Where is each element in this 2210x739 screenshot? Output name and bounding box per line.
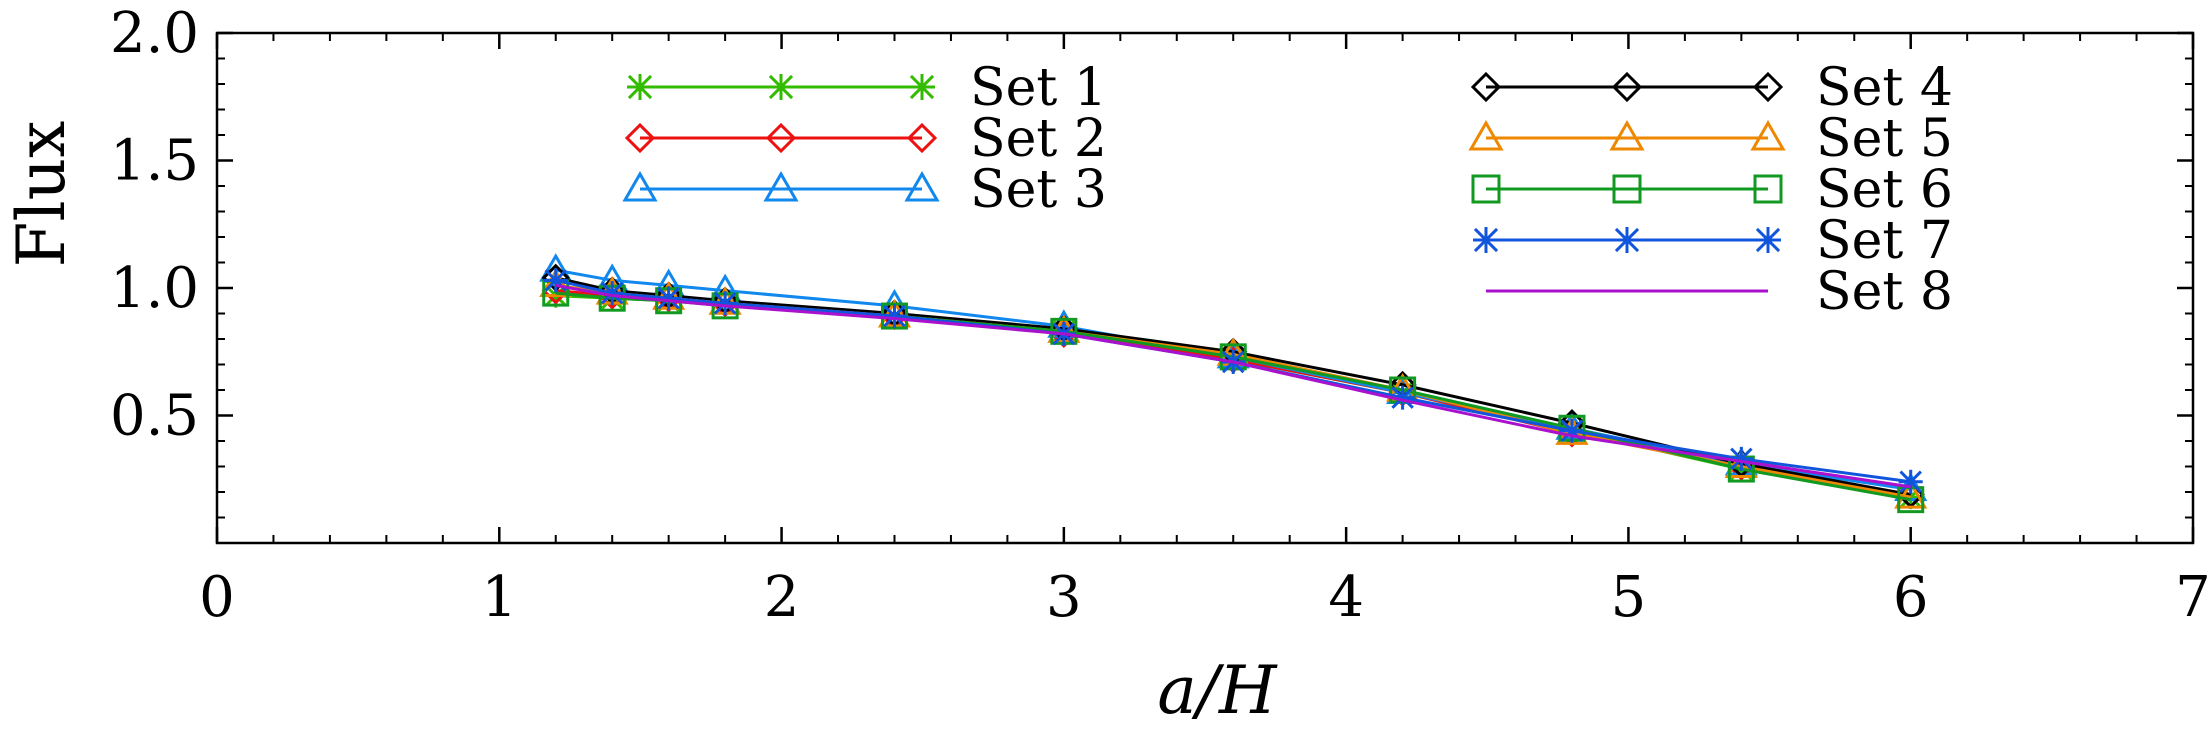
legend-marker-set-1 [768, 74, 794, 100]
legend-marker-set-3 [622, 170, 658, 202]
legend-marker-set-7-stroke [1614, 227, 1640, 253]
legend-marker-set-4 [1470, 71, 1502, 103]
y-tick-label: 2.0 [110, 1, 199, 66]
x-axis-title: a/H [1157, 652, 1278, 729]
legend-label-set-1: Set 1 [970, 58, 1107, 118]
legend-item-set-7: Set 7 [1473, 211, 1953, 271]
legend-marker-set-2 [765, 122, 797, 154]
data-point-set-7 [656, 286, 681, 311]
legend-item-set-6: Set 6 [1471, 160, 1953, 220]
legend-label-set-8: Set 8 [1816, 262, 1953, 322]
legend-marker-set-5 [1609, 119, 1645, 151]
legend-marker-set-1-stroke [909, 74, 935, 100]
y-tick-label: 1.0 [110, 256, 199, 321]
legend-item-set-2: Set 2 [624, 109, 1107, 169]
legend-marker-set-7-stroke [1755, 227, 1781, 253]
series-set-2 [541, 276, 1925, 509]
series-line-set-2 [555, 289, 1911, 497]
legend-marker-set-3 [763, 170, 799, 202]
data-point-set-7-stroke [657, 286, 680, 310]
legend-marker-set-3 [904, 170, 940, 202]
legend-item-set-4: Set 4 [1470, 58, 1953, 118]
legend-item-set-1: Set 1 [627, 58, 1107, 118]
series-line-set-5 [555, 283, 1911, 499]
x-tick-label: 1 [481, 565, 517, 630]
data-point-set-7-stroke [1560, 419, 1584, 443]
legend-label-set-7: Set 7 [1816, 211, 1953, 271]
legend-marker-set-5 [1468, 119, 1504, 151]
legend-item-set-8: Set 8 [1486, 262, 1953, 322]
legend-marker-set-1-stroke [768, 74, 794, 100]
series-layer [539, 253, 1928, 514]
x-tick-label: 0 [199, 565, 235, 630]
data-point-set-7-stroke [713, 292, 737, 315]
legend-marker-set-4 [1752, 71, 1784, 103]
data-point-set-7 [1390, 385, 1415, 410]
y-tick-label: 0.5 [110, 384, 199, 449]
data-point-set-7-stroke [1391, 386, 1414, 409]
legend-item-set-3: Set 3 [622, 160, 1107, 220]
data-point-set-7 [1559, 418, 1584, 443]
x-tick-label: 3 [1046, 565, 1082, 630]
data-point-set-7 [543, 268, 568, 293]
x-tick-label: 6 [1893, 565, 1929, 630]
legend-label-set-6: Set 6 [1816, 160, 1953, 220]
legend-label-set-4: Set 4 [1816, 58, 1953, 118]
legend-marker-set-2 [906, 122, 938, 154]
legend-marker-set-5 [1750, 119, 1786, 151]
data-point-set-7 [1898, 469, 1923, 494]
legend-label-set-5: Set 5 [1816, 109, 1953, 169]
data-point-set-5 [539, 268, 573, 297]
x-tick-label: 5 [1611, 565, 1647, 630]
legend-marker-set-6 [1612, 174, 1642, 204]
legend-marker-set-7 [1755, 227, 1781, 253]
series-set-4 [541, 263, 1925, 509]
data-point-set-7-stroke [1899, 470, 1922, 494]
series-line-set-8 [555, 283, 1911, 489]
axis-ticks: 0 1 2 3 4 5 6 7 0.5 1.0 1.5 2.0 [110, 1, 2210, 630]
data-point-set-7-stroke [1730, 447, 1753, 471]
legend-marker-set-1 [909, 74, 935, 100]
legend-marker-set-7 [1473, 227, 1499, 253]
x-tick-label: 2 [764, 565, 800, 630]
x-tick-label: 4 [1328, 565, 1364, 630]
series-line-set-1 [555, 294, 1911, 499]
legend-label-set-3: Set 3 [970, 160, 1107, 220]
series-line-set-7 [555, 278, 1911, 484]
data-point-set-7-stroke [544, 269, 568, 292]
data-point-set-7 [882, 304, 907, 329]
legend-marker-set-7-stroke [1473, 227, 1499, 253]
data-point-set-7-stroke [883, 304, 906, 328]
legend-item-set-5: Set 5 [1468, 109, 1953, 169]
series-line-set-6 [555, 291, 1911, 502]
legend-marker-set-4 [1611, 71, 1643, 103]
legend-label-set-2: Set 2 [970, 109, 1107, 169]
legend-marker-set-2 [624, 122, 656, 154]
x-tick-label: 7 [2175, 565, 2210, 630]
legend-marker-set-6 [1753, 174, 1783, 204]
series-set-8 [555, 283, 1911, 489]
y-axis-title: Flux [3, 121, 80, 268]
y-tick-label: 1.5 [110, 129, 199, 194]
legend-marker-set-6 [1471, 174, 1501, 204]
legend-marker-set-1 [627, 74, 653, 100]
series-set-6 [542, 279, 1925, 514]
legend-marker-set-7 [1614, 227, 1640, 253]
legend-marker-set-1-stroke [627, 74, 653, 100]
data-point-set-7 [713, 291, 738, 316]
series-set-1 [543, 283, 1923, 510]
data-point-set-7-stroke [600, 281, 624, 305]
data-point-set-5 [1894, 480, 1928, 509]
